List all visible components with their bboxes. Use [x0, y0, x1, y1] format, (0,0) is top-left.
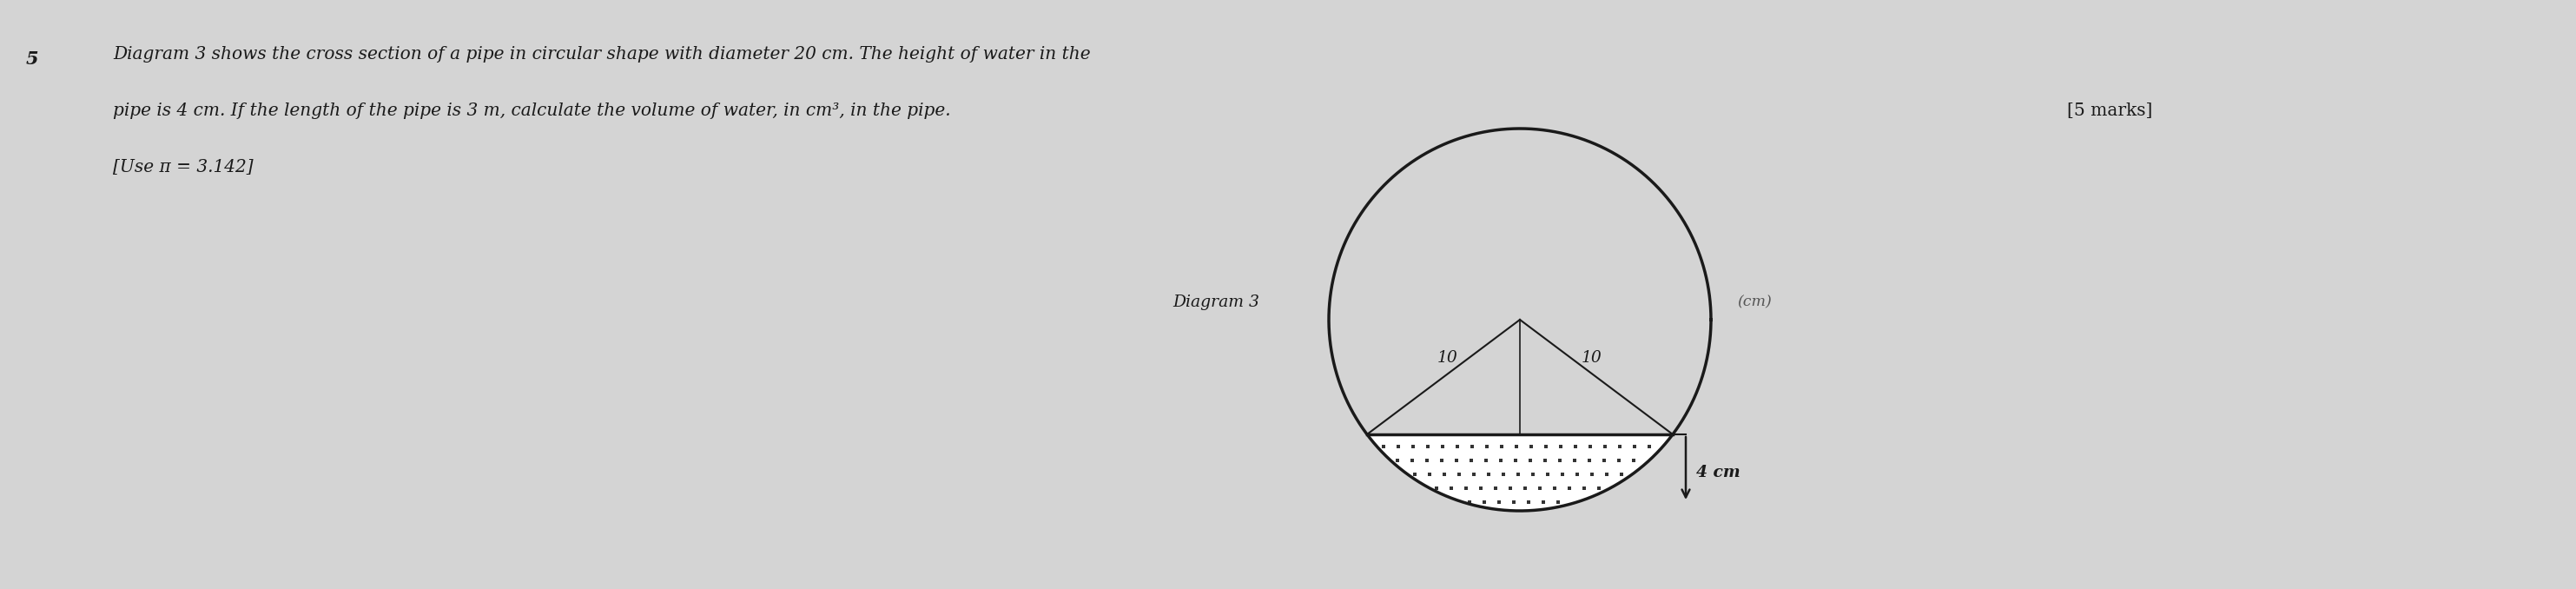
Polygon shape — [1368, 434, 1672, 511]
Text: 5: 5 — [26, 51, 39, 68]
Text: [5 marks]: [5 marks] — [2066, 102, 2154, 119]
Text: 10: 10 — [1437, 350, 1458, 366]
Text: Diagram 3: Diagram 3 — [1172, 294, 1260, 310]
Text: Diagram 3 shows the cross section of a pipe in circular shape with diameter 20 c: Diagram 3 shows the cross section of a p… — [113, 46, 1090, 62]
Text: [Use π = 3.142]: [Use π = 3.142] — [113, 159, 252, 176]
Text: 10: 10 — [1582, 350, 1602, 366]
Text: 4 cm: 4 cm — [1695, 465, 1741, 481]
Text: (cm): (cm) — [1736, 295, 1772, 310]
Text: pipe is 4 cm. If the length of the pipe is 3 m, calculate the volume of water, i: pipe is 4 cm. If the length of the pipe … — [113, 102, 951, 119]
